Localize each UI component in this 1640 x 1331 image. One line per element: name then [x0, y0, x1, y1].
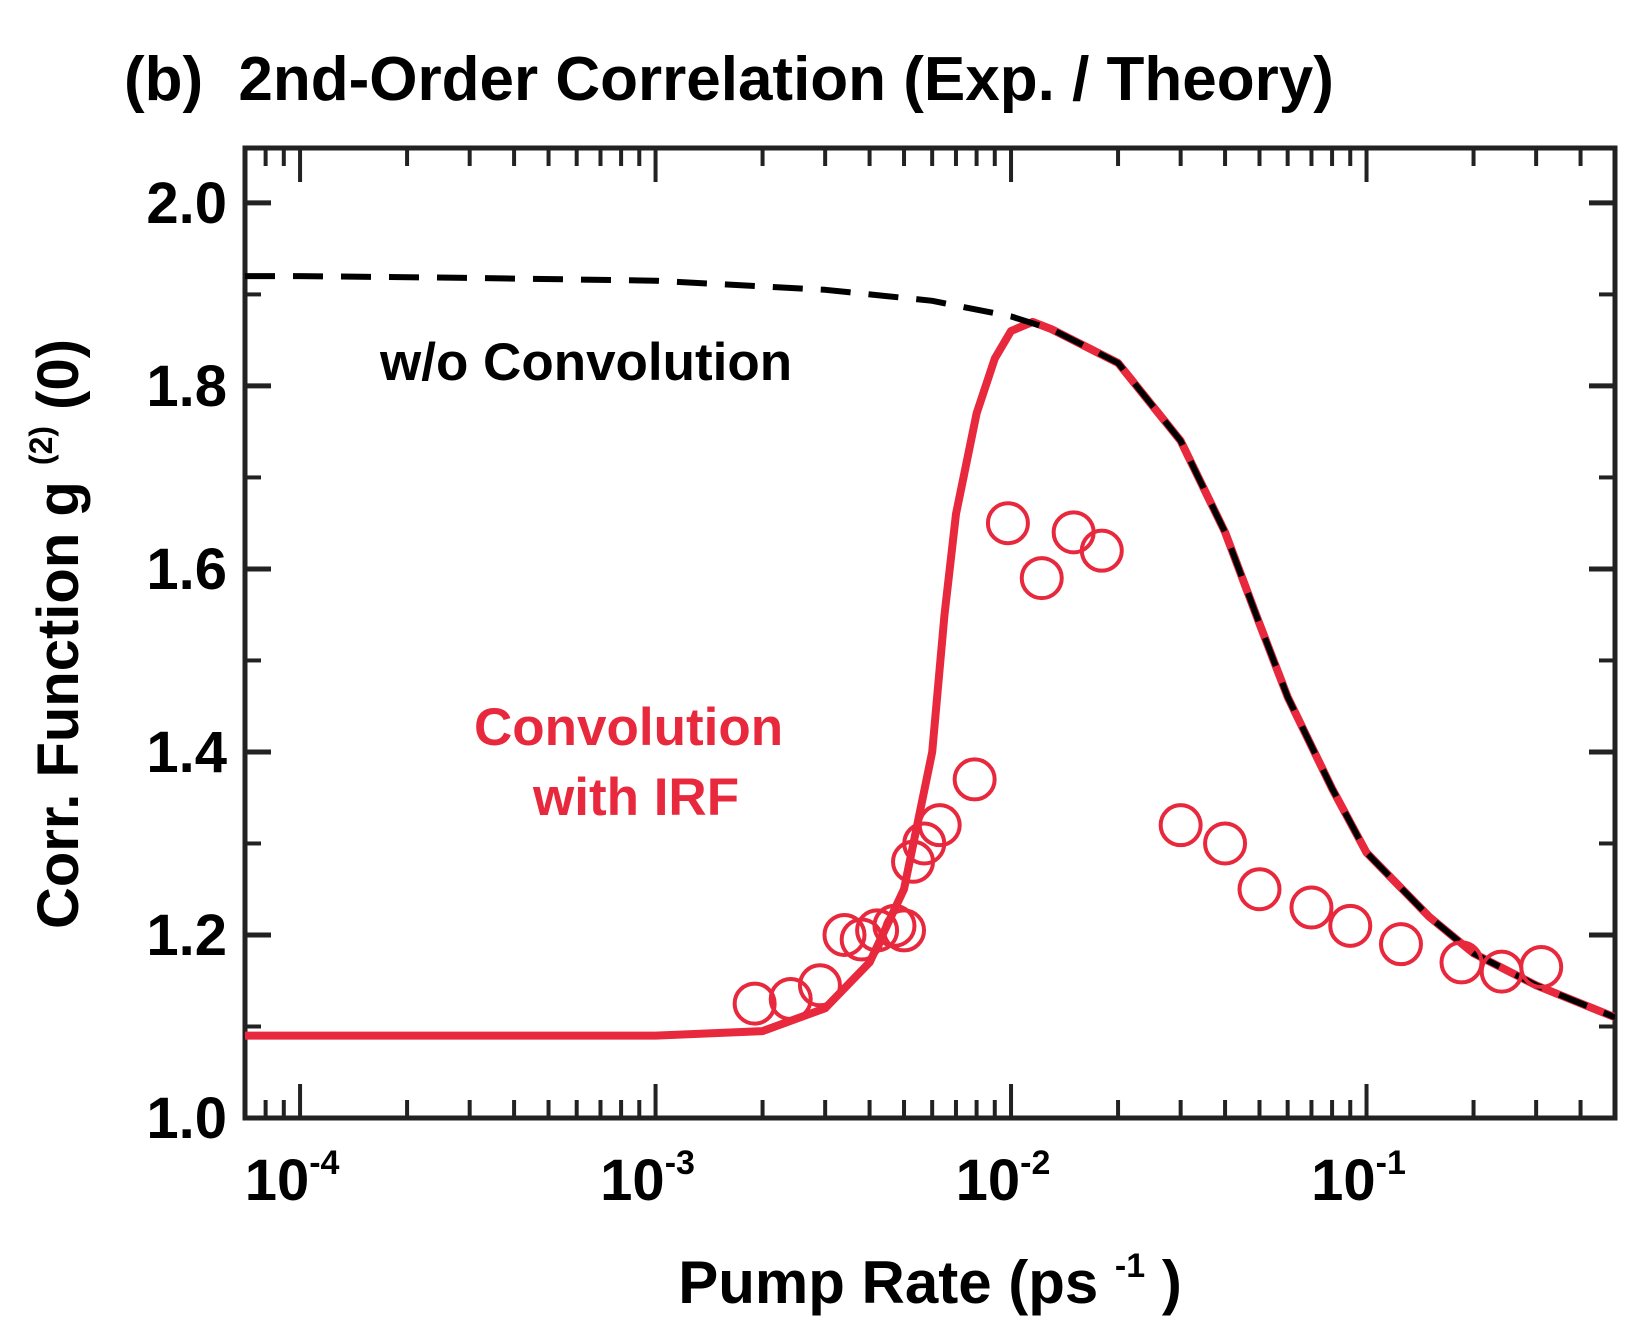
y-tick-label: 1.8	[146, 354, 227, 419]
data-point-circle	[822, 912, 867, 957]
y-tick-label: 2.0	[146, 171, 227, 236]
y-tick-label: 1.0	[146, 1086, 227, 1151]
axis-ticks	[243, 148, 1617, 1121]
y-tick-label: 1.6	[146, 537, 227, 602]
panel-label: (b)	[124, 45, 203, 114]
data-point-circle	[1203, 821, 1248, 866]
annotation-convolution: Convolution	[474, 698, 783, 757]
data-point-circle	[952, 757, 997, 802]
x-axis-label: Pump Rate (ps -1 )	[678, 1223, 1182, 1316]
x-tick-exponent: -2	[1020, 1144, 1050, 1182]
x-tick-label: 10-4	[245, 1144, 340, 1213]
y-axis-label-sup: (2)	[23, 426, 59, 465]
plot-frame	[242, 145, 1618, 1121]
x-tick-base: 10	[956, 1148, 1021, 1213]
annotation-with-irf: with IRF	[532, 768, 739, 827]
y-axis-label-suffix: (0)	[26, 339, 91, 410]
data-point-circle	[1378, 922, 1423, 967]
chart-title: (b) 2nd-Order Correlation (Exp. / Theory…	[124, 45, 1334, 114]
series-layer	[245, 273, 1615, 1040]
data-point-circle	[1328, 903, 1373, 948]
data-point-circle	[1237, 867, 1282, 912]
x-tick-base: 10	[600, 1148, 665, 1213]
y-axis-label: Corr. Function g (2) (0)	[0, 339, 91, 929]
y-tick-label: 1.4	[146, 720, 227, 785]
x-tick-exponent: -1	[1376, 1144, 1406, 1182]
x-axis-label-main: Pump Rate (ps	[678, 1249, 1098, 1316]
data-point-circle	[1439, 940, 1484, 985]
data-point-circle	[1019, 556, 1064, 601]
data-point-circle	[1289, 885, 1334, 930]
x-tick-label: 10-1	[1311, 1144, 1406, 1213]
y-tick-labels: 1.0 1.2 1.4 1.6 1.8 2.0	[146, 171, 227, 1151]
data-point-circle	[1158, 803, 1203, 848]
x-tick-exponent: -3	[665, 1144, 695, 1182]
data-point-circle	[985, 501, 1030, 546]
theory-dashed-line	[245, 273, 1615, 1021]
x-axis-label-sup: -1	[1115, 1247, 1145, 1285]
y-tick-label: 1.2	[146, 903, 227, 968]
data-point-circle	[855, 908, 900, 953]
data-point-circle	[1051, 510, 1096, 555]
data-point-circle	[917, 803, 962, 848]
data-point-circle	[768, 977, 813, 1022]
data-point-circle	[1079, 528, 1124, 573]
x-axis-label-suffix: )	[1162, 1249, 1182, 1316]
x-tick-exponent: -4	[309, 1144, 339, 1182]
data-point-circle	[732, 981, 777, 1026]
data-point-circle	[1519, 945, 1564, 990]
x-tick-base: 10	[1311, 1148, 1376, 1213]
annotation-wo-convolution: w/o Convolution	[379, 333, 792, 392]
data-point-circle	[882, 908, 927, 953]
data-point-circle	[797, 963, 842, 1008]
x-tick-base: 10	[245, 1148, 310, 1213]
x-tick-label: 10-3	[600, 1144, 695, 1213]
title-text: 2nd-Order Correlation (Exp. / Theory)	[238, 45, 1333, 114]
y-axis-label-main: Corr. Function g	[26, 481, 91, 929]
convolution-solid-line	[245, 317, 1615, 1040]
x-tick-labels: 10-4 10-3 10-2 10-1	[245, 1144, 1406, 1213]
x-tick-label: 10-2	[956, 1144, 1051, 1213]
